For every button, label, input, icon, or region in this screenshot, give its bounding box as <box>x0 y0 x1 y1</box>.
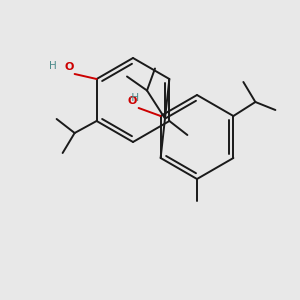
Text: ·H: ·H <box>129 93 140 103</box>
Text: O: O <box>64 62 74 72</box>
Text: O: O <box>127 96 136 106</box>
Text: H: H <box>49 61 57 71</box>
